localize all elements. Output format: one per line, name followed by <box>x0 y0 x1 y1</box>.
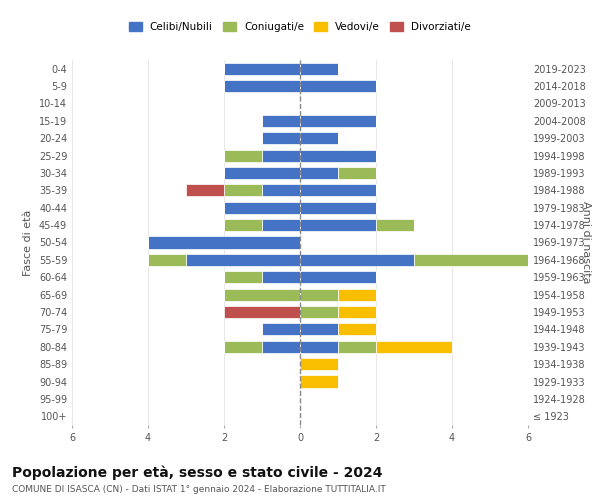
Bar <box>338 288 376 300</box>
Bar <box>376 340 452 353</box>
Bar <box>300 324 338 336</box>
Bar <box>262 150 300 162</box>
Bar <box>262 324 300 336</box>
Bar <box>338 306 376 318</box>
Bar <box>338 167 376 179</box>
Bar <box>224 62 300 75</box>
Bar <box>224 150 262 162</box>
Bar <box>300 80 376 92</box>
Bar <box>262 219 300 231</box>
Bar <box>300 219 376 231</box>
Bar <box>224 202 300 214</box>
Y-axis label: Fasce di età: Fasce di età <box>23 210 33 276</box>
Bar <box>338 324 376 336</box>
Bar <box>224 271 262 283</box>
Bar <box>224 306 300 318</box>
Bar <box>262 115 300 127</box>
Bar <box>224 80 300 92</box>
Bar <box>224 167 300 179</box>
Bar <box>376 219 414 231</box>
Bar <box>300 271 376 283</box>
Bar <box>186 254 300 266</box>
Bar <box>224 340 262 353</box>
Bar <box>300 358 338 370</box>
Bar <box>224 288 300 300</box>
Bar <box>300 288 338 300</box>
Bar <box>262 271 300 283</box>
Bar <box>262 340 300 353</box>
Legend: Celibi/Nubili, Coniugati/e, Vedovi/e, Divorziati/e: Celibi/Nubili, Coniugati/e, Vedovi/e, Di… <box>125 18 475 36</box>
Bar <box>300 62 338 75</box>
Y-axis label: Anni di nascita: Anni di nascita <box>581 201 591 284</box>
Bar <box>224 184 262 196</box>
Bar <box>414 254 566 266</box>
Bar <box>224 219 262 231</box>
Bar <box>262 132 300 144</box>
Bar <box>338 340 376 353</box>
Text: COMUNE DI ISASCA (CN) - Dati ISTAT 1° gennaio 2024 - Elaborazione TUTTITALIA.IT: COMUNE DI ISASCA (CN) - Dati ISTAT 1° ge… <box>12 485 386 494</box>
Bar <box>300 115 376 127</box>
Bar <box>300 376 338 388</box>
Bar <box>300 306 338 318</box>
Bar <box>300 167 338 179</box>
Bar <box>300 202 376 214</box>
Bar <box>148 254 186 266</box>
Bar <box>148 236 300 248</box>
Bar <box>300 184 376 196</box>
Bar <box>300 150 376 162</box>
Bar <box>186 184 224 196</box>
Bar <box>262 184 300 196</box>
Bar <box>300 254 414 266</box>
Text: Popolazione per età, sesso e stato civile - 2024: Popolazione per età, sesso e stato civil… <box>12 465 383 479</box>
Bar <box>300 132 338 144</box>
Bar <box>300 340 338 353</box>
